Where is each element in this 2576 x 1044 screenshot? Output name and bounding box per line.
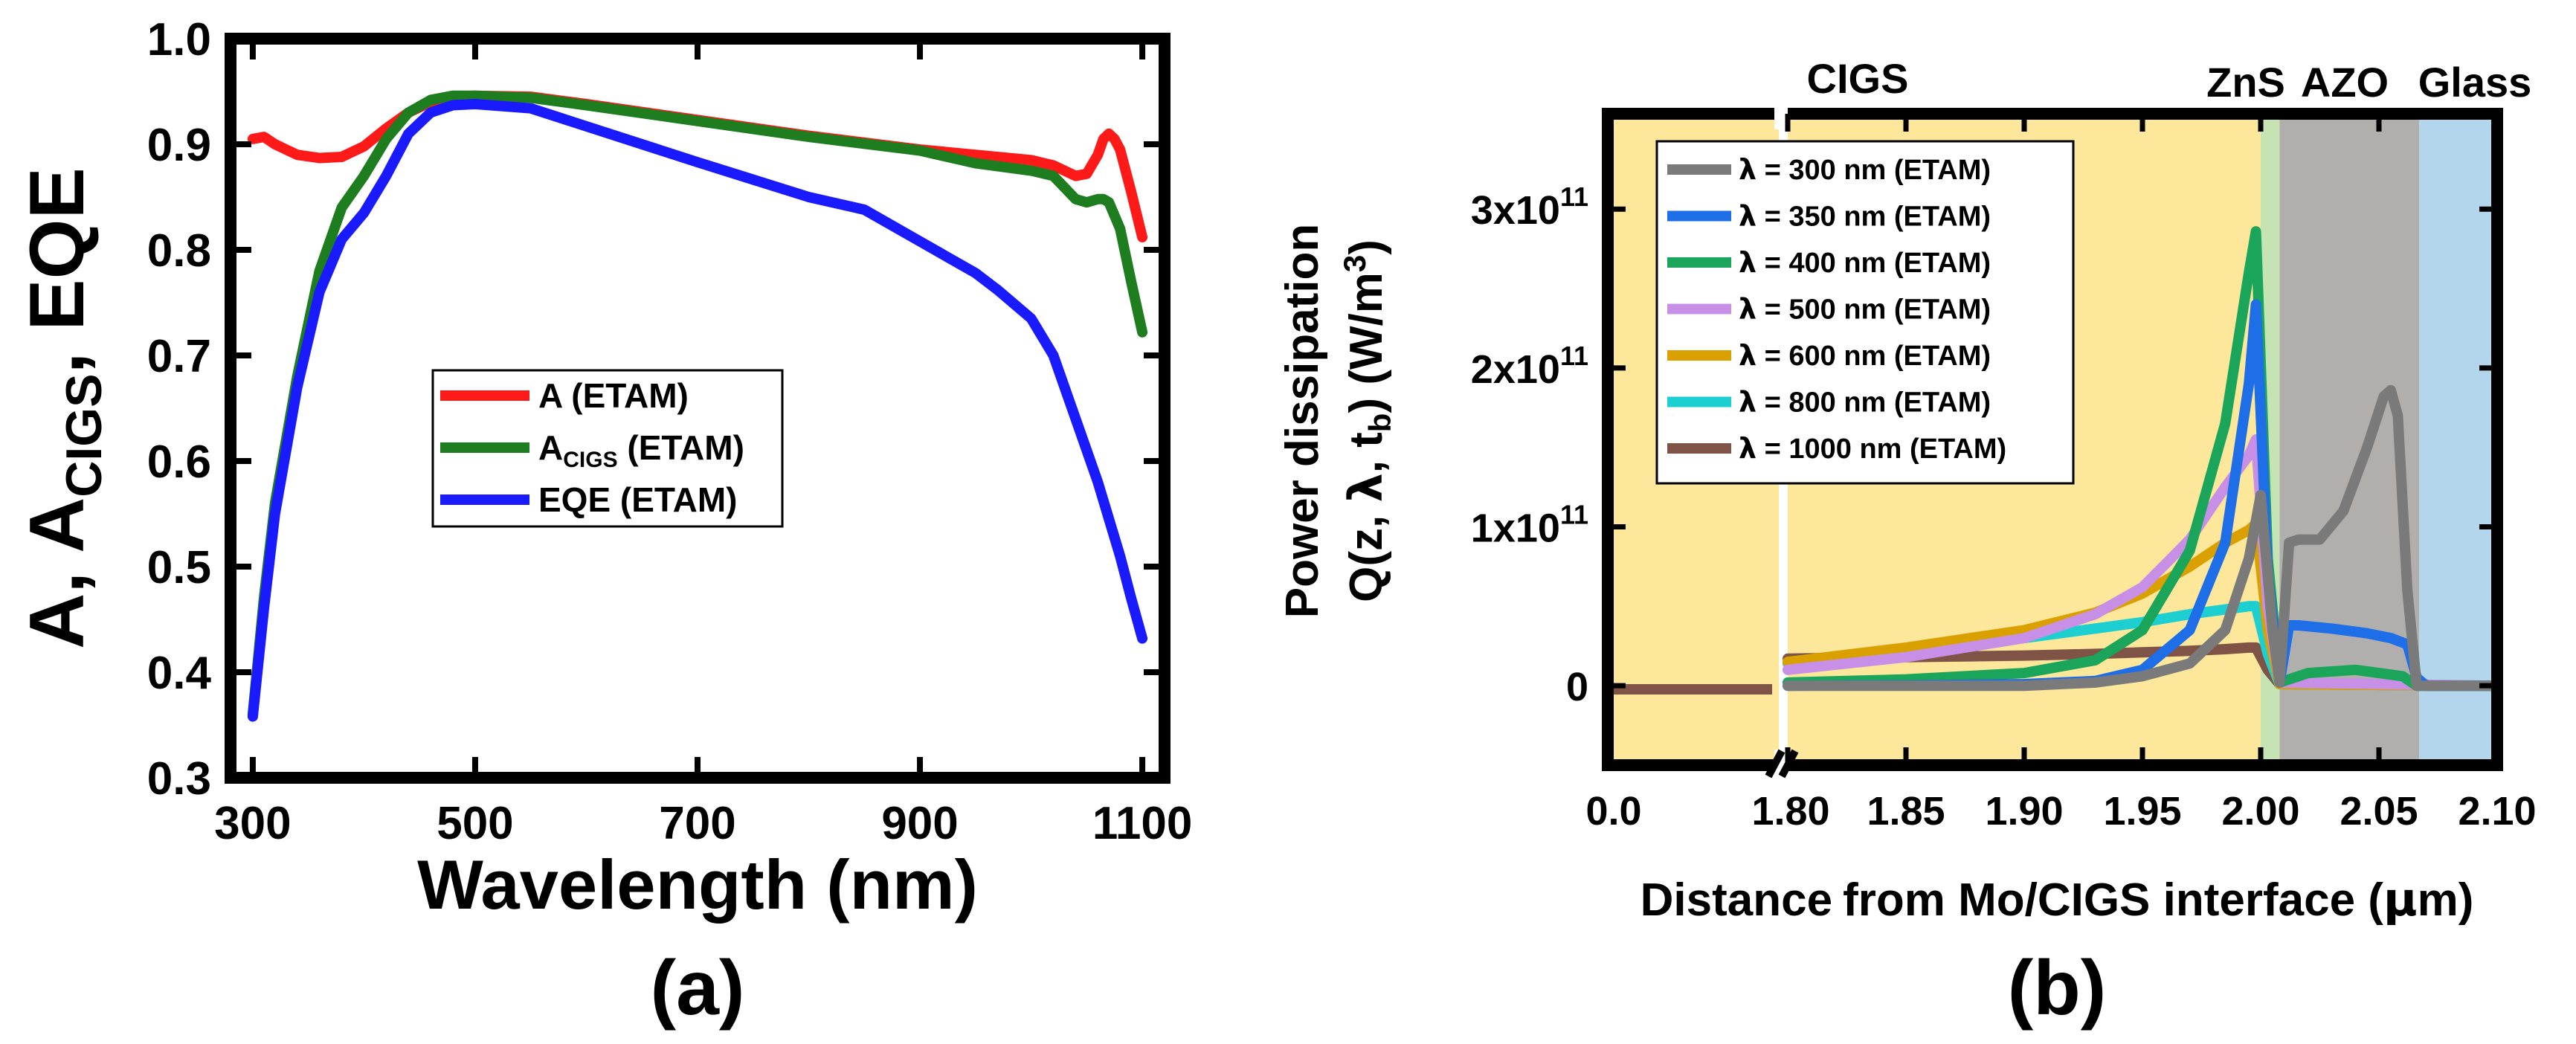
legend-label-800-nm-etam: λ = 800 nm (ETAM) xyxy=(1739,386,1991,419)
panel-a-series-group xyxy=(247,90,1148,722)
legend-label-600-nm-etam: λ = 600 nm (ETAM) xyxy=(1739,339,1991,372)
panel-a-ticks-group: 300 500 700 900 1100 0.3 0.4 0.5 0.6 0.7 0.8 0.9 1.0 xyxy=(147,14,1193,849)
panel-b: 0.0 1.80 1.85 1.90 1.95 2.00 2.05 2.10 0 1x1011 2x… xyxy=(1277,55,2537,1031)
panel-b-y-axis-label-line2: Q(z, λ, tb) (W/m3) xyxy=(1337,239,1397,602)
panel-a-x-axis-label: Wavelength (nm) xyxy=(417,845,978,924)
legend-label-300-nm-etam: λ = 300 nm (ETAM) xyxy=(1739,153,1991,186)
y-tick-label: 1.0 xyxy=(147,14,211,65)
y-tick-label: 0.4 xyxy=(147,648,212,699)
y-tick-label: 0 xyxy=(1566,665,1588,709)
legend-label-eqe: EQE (ETAM) xyxy=(538,480,737,519)
legend-label-acigs: ACIGS (ETAM) xyxy=(538,428,744,472)
y-tick-label: 3x1011 xyxy=(1471,181,1588,233)
series-line-acigs-etam xyxy=(247,90,1148,720)
panel-b-legend-box xyxy=(1655,140,2075,485)
x-tick-label: 2.00 xyxy=(2221,789,2299,834)
region-label-glass: Glass xyxy=(2418,59,2532,106)
y-tick-label: 2x1011 xyxy=(1471,341,1588,392)
series-line-eqe-etam xyxy=(247,99,1148,722)
legend-label-400-nm-etam: λ = 400 nm (ETAM) xyxy=(1739,246,1991,279)
x-tick-label-left-segment: 0.0 xyxy=(1585,789,1641,834)
region-label-cigs: CIGS xyxy=(1807,55,1909,102)
x-tick-label: 1.90 xyxy=(1985,789,2063,834)
y-tick-label: 0.9 xyxy=(147,120,211,171)
legend-label-350-nm-etam: λ = 350 nm (ETAM) xyxy=(1739,200,1991,233)
panel-a: 300 500 700 900 1100 0.3 0.4 0.5 0.6 0.7 0.8 0.9 1.0… xyxy=(14,14,1192,1031)
panel-b-legend: λ = 300 nm (ETAM) λ = 350 nm (ETAM) λ = 40… xyxy=(1655,140,2075,485)
x-tick-label: 900 xyxy=(881,798,958,849)
region-label-zns: ZnS xyxy=(2206,59,2285,106)
x-tick-label: 1.85 xyxy=(1867,789,1945,834)
y-tick-label: 0.5 xyxy=(147,542,211,593)
panel-a-legend: A (ETAM) ACIGS (ETAM) EQE (ETAM) xyxy=(431,369,784,528)
panel-b-series-group xyxy=(1783,226,2502,692)
y-tick-label: 0.8 xyxy=(147,225,211,277)
series-line-300-nm-etam xyxy=(1783,384,2502,692)
x-tick-label: 1.95 xyxy=(2103,789,2181,834)
x-tick-label: 700 xyxy=(659,798,735,849)
panel-b-y-axis-label-line1: Power dissipation xyxy=(1277,224,1328,619)
series-line-400-nm-etam xyxy=(1783,226,2502,692)
x-tick-label: 1100 xyxy=(1092,798,1193,849)
legend-label-500-nm-etam: λ = 500 nm (ETAM) xyxy=(1739,293,1991,326)
panel-b-plot-frame xyxy=(1602,108,2503,771)
region-glass xyxy=(2419,114,2497,765)
panel-b-x-axis-label: Distance from Mo/CIGS interface (μm) xyxy=(1640,872,2474,927)
x-tick-label: 2.10 xyxy=(2458,789,2536,834)
x-tick-label: 1.80 xyxy=(1751,789,1829,834)
region-label-azo: AZO xyxy=(2301,59,2389,106)
legend-label-1000-nm-etam: λ = 1000 nm (ETAM) xyxy=(1739,432,2006,465)
panel-a-label: (a) xyxy=(650,945,744,1031)
panel-b-label: (b) xyxy=(2008,945,2107,1031)
legend-label-a: A (ETAM) xyxy=(538,376,689,415)
y-tick-label: 0.7 xyxy=(147,331,211,382)
x-tick-label: 500 xyxy=(437,798,513,849)
panel-a-y-axis-label: A, ACIGS, EQE xyxy=(14,167,112,649)
y-tick-label: 1x1011 xyxy=(1471,500,1588,551)
panel-b-ticks-group: 0.0 1.80 1.85 1.90 1.95 2.00 2.05 2.10 0 1x1011 2x… xyxy=(1471,114,2537,834)
y-tick-label: 0.3 xyxy=(147,753,211,805)
panel-b-axis-break-gap-top xyxy=(1774,100,1788,129)
y-tick-label: 0.6 xyxy=(147,436,211,488)
x-tick-label: 300 xyxy=(214,798,291,849)
x-tick-label: 2.05 xyxy=(2340,789,2418,834)
